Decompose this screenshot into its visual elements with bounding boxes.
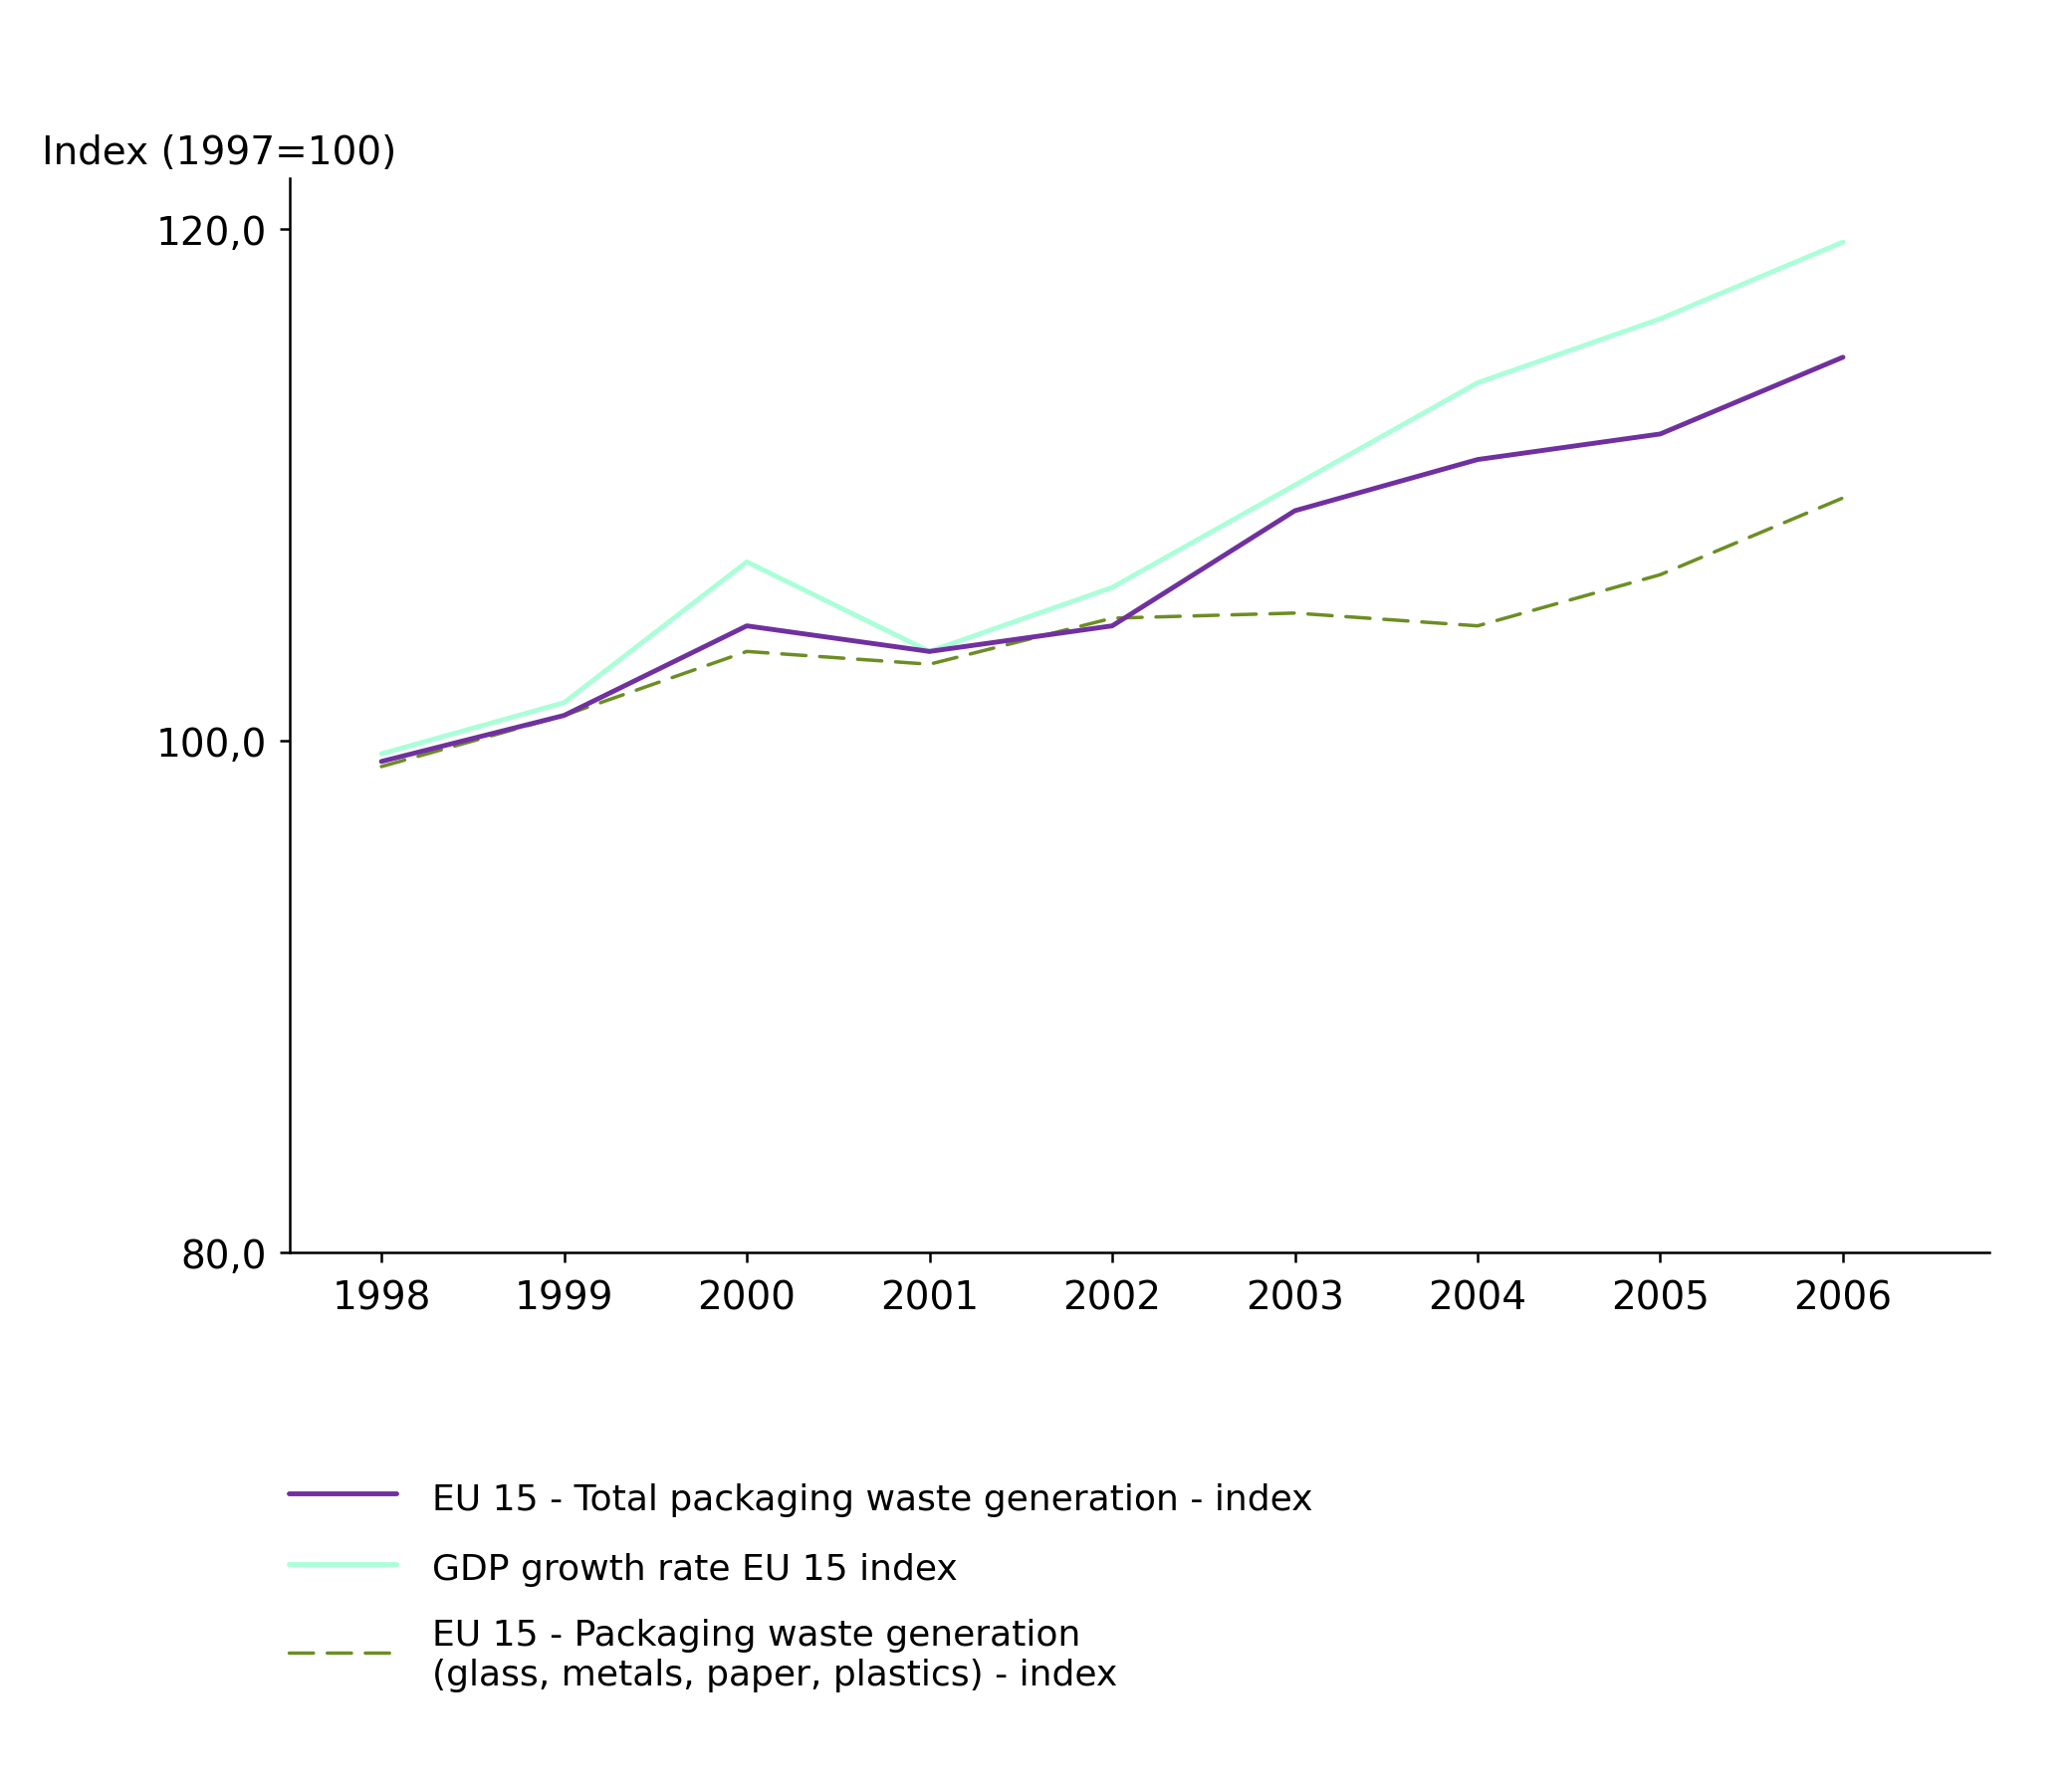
GDP growth rate EU 15 index: [1100, 578, 1125, 600]
EU 15 - Packaging waste generation
(glass, metals, paper, plastics) - index: [1830, 489, 1854, 510]
EU 15 - Total packaging waste generation - index: [551, 705, 576, 727]
GDP growth rate EU 15 index: [918, 641, 943, 662]
Line: EU 15 - Packaging waste generation
(glass, metals, paper, plastics) - index: EU 15 - Packaging waste generation (glas…: [381, 499, 1842, 768]
EU 15 - Packaging waste generation
(glass, metals, paper, plastics) - index: [1647, 564, 1672, 585]
Line: GDP growth rate EU 15 index: GDP growth rate EU 15 index: [381, 243, 1842, 754]
EU 15 - Total packaging waste generation - index: [1647, 424, 1672, 446]
EU 15 - Total packaging waste generation - index: [1465, 449, 1490, 471]
EU 15 - Packaging waste generation
(glass, metals, paper, plastics) - index: [918, 653, 943, 675]
Legend: EU 15 - Total packaging waste generation - index, GDP growth rate EU 15 index, E: EU 15 - Total packaging waste generation…: [274, 1464, 1328, 1706]
EU 15 - Packaging waste generation
(glass, metals, paper, plastics) - index: [551, 705, 576, 727]
EU 15 - Total packaging waste generation - index: [1100, 616, 1125, 637]
GDP growth rate EU 15 index: [1830, 233, 1854, 254]
EU 15 - Packaging waste generation
(glass, metals, paper, plastics) - index: [733, 641, 758, 662]
GDP growth rate EU 15 index: [1465, 372, 1490, 394]
Text: Index (1997=100): Index (1997=100): [41, 134, 396, 172]
EU 15 - Packaging waste generation
(glass, metals, paper, plastics) - index: [1283, 603, 1307, 625]
GDP growth rate EU 15 index: [733, 551, 758, 573]
EU 15 - Packaging waste generation
(glass, metals, paper, plastics) - index: [1465, 616, 1490, 637]
Line: EU 15 - Total packaging waste generation - index: EU 15 - Total packaging waste generation…: [381, 358, 1842, 763]
GDP growth rate EU 15 index: [369, 743, 394, 764]
EU 15 - Total packaging waste generation - index: [1830, 347, 1854, 369]
EU 15 - Total packaging waste generation - index: [733, 616, 758, 637]
EU 15 - Packaging waste generation
(glass, metals, paper, plastics) - index: [369, 757, 394, 779]
GDP growth rate EU 15 index: [1647, 310, 1672, 331]
EU 15 - Total packaging waste generation - index: [369, 752, 394, 773]
EU 15 - Packaging waste generation
(glass, metals, paper, plastics) - index: [1100, 609, 1125, 630]
EU 15 - Total packaging waste generation - index: [1283, 501, 1307, 523]
EU 15 - Total packaging waste generation - index: [918, 641, 943, 662]
GDP growth rate EU 15 index: [551, 693, 576, 714]
GDP growth rate EU 15 index: [1283, 474, 1307, 496]
